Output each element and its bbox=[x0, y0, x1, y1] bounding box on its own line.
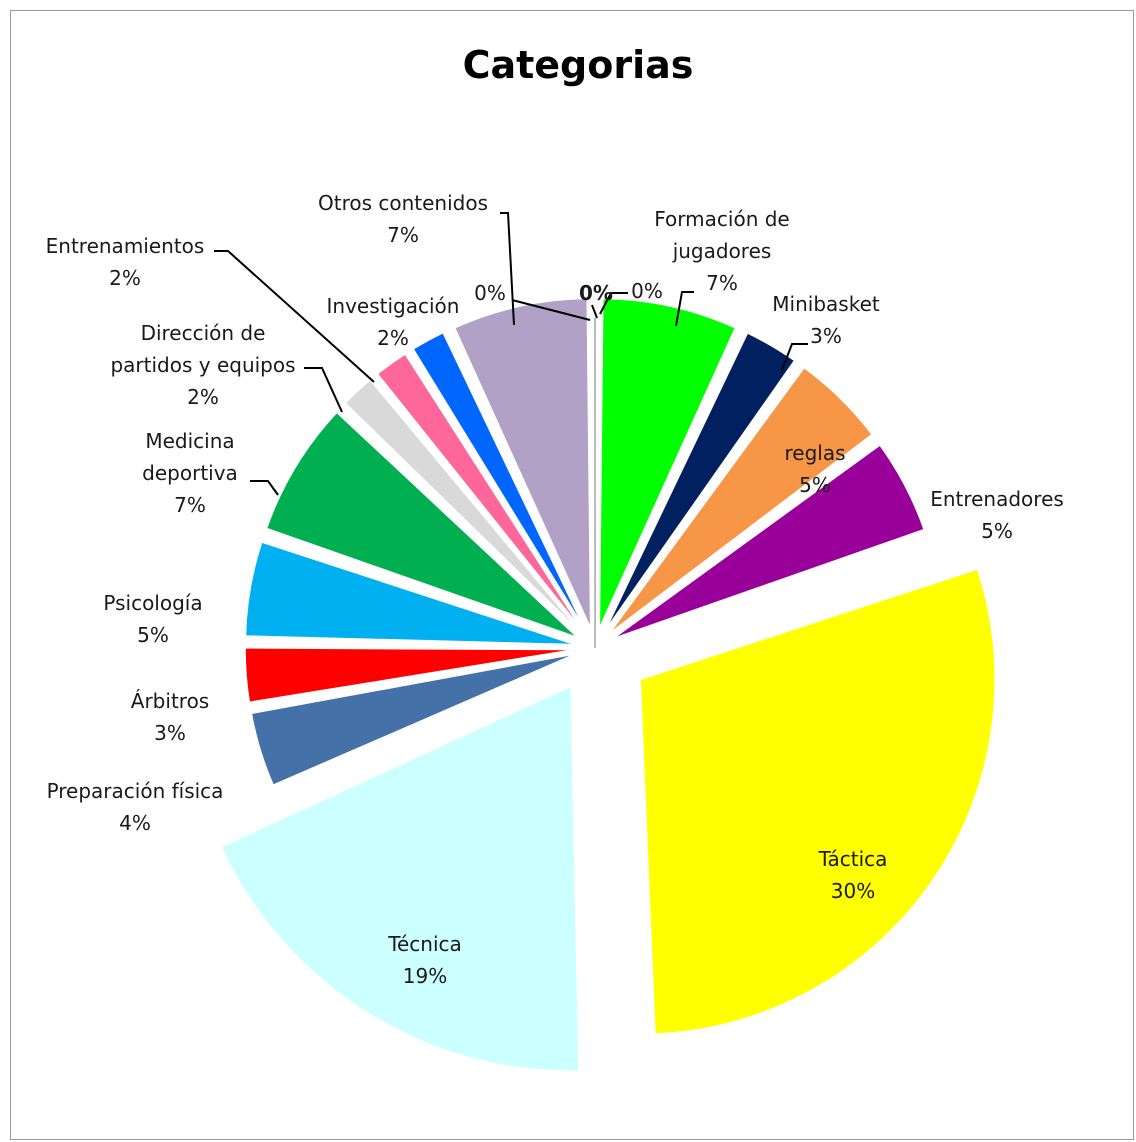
slice-value-label: 7% bbox=[387, 223, 419, 247]
leader-line bbox=[599, 292, 628, 315]
slice-value-label: 5% bbox=[137, 623, 169, 647]
pie-slice bbox=[453, 297, 592, 629]
slice-label: Entrenadores bbox=[930, 487, 1064, 511]
chart-frame bbox=[10, 10, 1134, 1140]
slice-label: Técnica bbox=[387, 932, 462, 956]
slice-value-label: 4% bbox=[119, 811, 151, 835]
pie-slice bbox=[612, 444, 926, 640]
pie-slice bbox=[604, 332, 796, 632]
slice-value-label: 2% bbox=[377, 326, 409, 350]
pie-slice bbox=[376, 352, 584, 633]
slice-value-label: 0% bbox=[579, 281, 613, 305]
leader-line bbox=[675, 291, 694, 327]
slice-label: Árbitros bbox=[131, 689, 209, 713]
slice-label: Minibasket bbox=[772, 292, 880, 316]
pie-slice bbox=[250, 653, 577, 787]
leader-line bbox=[781, 343, 808, 371]
chart-title: Categorias bbox=[463, 43, 694, 87]
leader-lines bbox=[214, 212, 808, 496]
pie-slice bbox=[265, 411, 579, 639]
pie-slice bbox=[244, 541, 576, 646]
leader-line bbox=[250, 480, 279, 496]
slice-value-label: 2% bbox=[187, 385, 219, 409]
slice-label: Medicina bbox=[145, 429, 234, 453]
slice-value-label: 0% bbox=[631, 279, 663, 303]
leader-line bbox=[214, 250, 375, 383]
leader-line bbox=[511, 299, 591, 321]
slice-value-label: 30% bbox=[831, 879, 875, 903]
slice-value-label: 5% bbox=[981, 519, 1013, 543]
slice-value-label: 7% bbox=[706, 271, 738, 295]
slice-labels: Formación de jugadores 7% Minibasket 3% regla… bbox=[46, 191, 1064, 988]
slice-value-label: 3% bbox=[810, 324, 842, 348]
slice-label: Formación de bbox=[654, 207, 789, 231]
pie-slice bbox=[639, 568, 996, 1035]
pie-slices bbox=[220, 297, 996, 1072]
slice-value-label: 3% bbox=[154, 721, 186, 745]
leader-line bbox=[304, 367, 343, 413]
slice-label: Entrenamientos bbox=[46, 234, 205, 258]
slice-label: reglas bbox=[784, 441, 845, 465]
pie-slice bbox=[244, 647, 576, 704]
slice-label: Dirección de bbox=[141, 321, 266, 345]
slice-label: Investigación bbox=[327, 294, 460, 318]
slice-label: jugadores bbox=[672, 239, 772, 263]
slice-label: Otros contenidos bbox=[318, 191, 488, 215]
slice-label: Táctica bbox=[818, 847, 888, 871]
slice-value-label: 5% bbox=[799, 473, 831, 497]
slice-label: Psicología bbox=[103, 591, 202, 615]
slice-value-label: 2% bbox=[109, 266, 141, 290]
pie-slice bbox=[412, 331, 587, 631]
leader-line bbox=[500, 212, 515, 326]
pie-slice bbox=[608, 366, 874, 635]
leader-line bbox=[591, 304, 598, 319]
slice-label: Preparación física bbox=[47, 779, 224, 803]
slice-value-label: 7% bbox=[174, 493, 206, 517]
slice-label: deportiva bbox=[142, 461, 238, 485]
slice-value-label: 0% bbox=[474, 281, 506, 305]
slice-label: partidos y equipos bbox=[110, 353, 295, 377]
pie-slice bbox=[220, 684, 580, 1072]
slice-value-label: 19% bbox=[403, 964, 447, 988]
